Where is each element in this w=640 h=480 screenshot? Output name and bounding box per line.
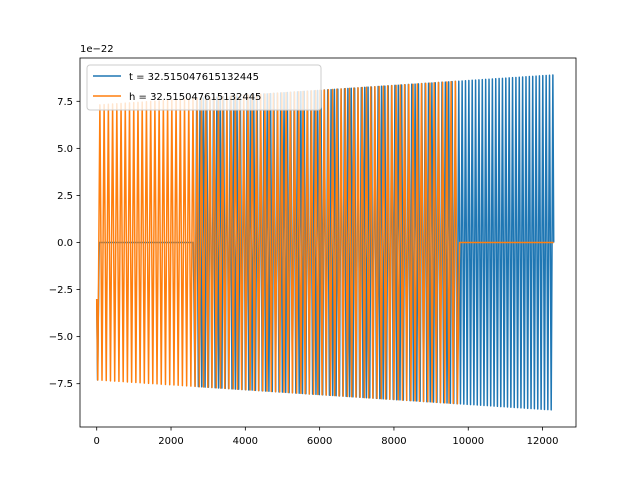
y-tick-label: 2.5	[57, 191, 73, 202]
y-tick-label: −5.0	[49, 332, 73, 343]
x-tick-label: 2000	[158, 436, 183, 447]
y-tick-label: −2.5	[49, 285, 73, 296]
y-axis: −7.5 −5.0 −2.5 0.0 2.5 5.0 7.5	[49, 97, 80, 390]
series-line-2	[95, 80, 554, 405]
x-tick-label: 4000	[233, 436, 258, 447]
x-tick-label: 10000	[452, 436, 484, 447]
y-tick-label: −7.5	[49, 379, 73, 390]
y-tick-label: 0.0	[57, 238, 73, 249]
x-tick-label: 12000	[527, 436, 559, 447]
y-offset-label: 1e−22	[80, 44, 114, 55]
x-tick-label: 8000	[381, 436, 406, 447]
x-tick-label: 0	[94, 436, 100, 447]
legend-box	[86, 64, 322, 111]
series-layer	[95, 74, 555, 411]
y-tick-label: 7.5	[57, 97, 73, 108]
y-tick-label: 5.0	[57, 144, 73, 155]
x-axis: 0 2000 4000 6000 8000 10000 12000	[94, 427, 559, 447]
x-tick-label: 6000	[307, 436, 332, 447]
legend-label-1: t = 32.515047615132445	[129, 72, 259, 83]
legend: t = 32.515047615132445 h = 32.51504761513…	[86, 64, 322, 111]
legend-label-2: h = 32.515047615132445	[129, 92, 261, 103]
